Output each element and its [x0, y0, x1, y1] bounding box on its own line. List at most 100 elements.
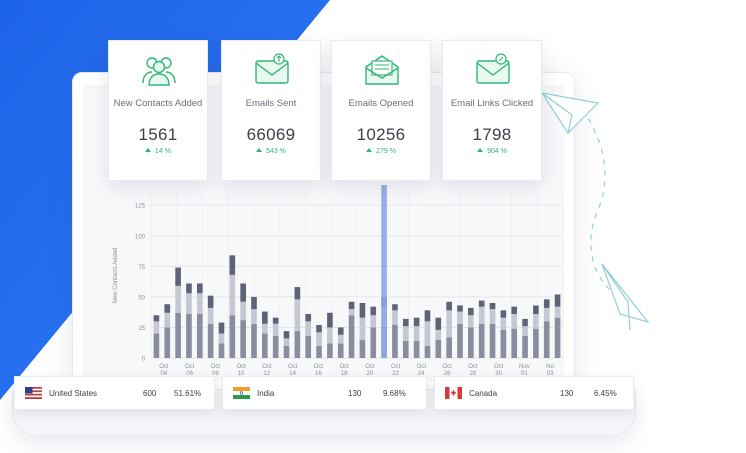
- stat-card-emails-opened[interactable]: Emails Opened 10256 279 %: [331, 40, 431, 181]
- country-count: 600: [143, 389, 157, 398]
- bar-segment: [327, 327, 333, 344]
- x-tick-label: Oct: [494, 364, 504, 370]
- stat-card-link-clicks[interactable]: Email Links Clicked 1798 904 %: [442, 40, 542, 181]
- bar-segment: [435, 339, 442, 358]
- y-tick-label: 25: [138, 326, 145, 332]
- y-tick-label: 100: [135, 234, 146, 240]
- bar-segment: [392, 325, 398, 358]
- bar-segment: [402, 326, 409, 341]
- card-label: Emails Sent: [245, 98, 297, 109]
- bar-segment: [554, 317, 561, 358]
- bar-segment: [164, 312, 171, 328]
- x-tick-label: 30: [495, 371, 502, 377]
- x-tick-label: Oct: [391, 364, 401, 370]
- bar-segment: [272, 323, 279, 336]
- country-name: United States: [49, 389, 98, 398]
- country-row-india[interactable]: India 130 9.68%: [222, 376, 427, 410]
- card-value: 66069: [246, 125, 296, 144]
- bar-segment: [413, 340, 420, 358]
- bar-segment: [457, 323, 463, 358]
- bar-segment: [164, 304, 171, 313]
- bar-segment: [240, 301, 246, 321]
- y-tick-label: 0: [142, 357, 146, 363]
- bar-segment: [511, 328, 518, 358]
- stat-card-emails-sent[interactable]: Emails Sent 66069 543 %: [221, 40, 321, 181]
- bar-segment: [272, 317, 279, 324]
- bar-segment: [229, 274, 236, 316]
- bar-segment: [283, 345, 290, 358]
- bar-segment: [489, 309, 496, 324]
- bar-segment: [327, 343, 333, 358]
- country-row-united-states[interactable]: United States 600 51.61%: [14, 376, 215, 410]
- bar-segment: [207, 295, 214, 308]
- bar-segment: [478, 306, 485, 324]
- bar-segment: [489, 323, 496, 358]
- up-arrow-icon: [477, 148, 484, 152]
- bar-segment: [489, 303, 496, 310]
- stat-card-new-contacts[interactable]: New Contacts Added 1561 14 %: [108, 40, 208, 181]
- x-tick-label: Oct: [314, 364, 324, 370]
- bar-segment: [153, 315, 160, 322]
- country-percent: 51.61%: [174, 389, 202, 398]
- card-label: Email Links Clicked: [450, 98, 534, 109]
- envelope-link-icon: [476, 53, 510, 84]
- card-label: Emails Opened: [348, 98, 414, 109]
- country-count: 130: [348, 389, 362, 398]
- up-arrow-icon: [256, 148, 263, 152]
- card-value: 10256: [356, 125, 406, 144]
- bar-segment: [424, 345, 431, 358]
- bar-segment: [370, 327, 377, 358]
- x-tick-label: 03: [547, 371, 554, 377]
- bar-segment: [348, 309, 355, 316]
- country-row-canada[interactable]: Canada 130 6.45%: [434, 376, 634, 410]
- x-tick-label: Oct: [185, 364, 195, 370]
- y-axis-label: New Contacts Added: [113, 247, 119, 303]
- bar-segment: [435, 317, 442, 330]
- bar-segment: [229, 315, 236, 358]
- paper-plane-icon: [601, 263, 650, 331]
- card-change: 279 %: [332, 148, 430, 155]
- bar-segment: [522, 318, 528, 327]
- bar-segment: [468, 307, 474, 316]
- x-tick-label: Oct: [365, 364, 375, 370]
- x-tick-label: Oct: [211, 364, 221, 370]
- bar-segment: [196, 293, 203, 314]
- bar-segment: [186, 293, 192, 314]
- bar-segment: [337, 327, 344, 335]
- bar-segment: [175, 312, 181, 358]
- bar-segment: [511, 306, 518, 314]
- bar-segment: [337, 343, 344, 358]
- x-tick-label: 18: [341, 371, 348, 377]
- bar-segment: [251, 296, 257, 310]
- bar-segment: [522, 336, 528, 358]
- card-value: 1561: [138, 125, 178, 144]
- bar-segment: [511, 314, 518, 329]
- bar-segment: [251, 323, 257, 358]
- bar-segment: [446, 310, 452, 338]
- bar-segment: [446, 301, 452, 311]
- country-percent: 9.68%: [383, 389, 406, 398]
- bar-segment: [446, 337, 452, 358]
- y-tick-label: 125: [135, 204, 146, 210]
- x-tick-label: 14: [289, 371, 296, 377]
- bar-segment: [402, 318, 409, 327]
- x-tick-label: 08: [212, 371, 219, 377]
- x-tick-label: Oct: [236, 364, 246, 370]
- bar-segment: [186, 283, 192, 294]
- bar-segment: [554, 294, 561, 307]
- bar-segment: [457, 311, 463, 324]
- x-tick-label: 22: [392, 371, 399, 377]
- card-value: 1798: [472, 125, 512, 144]
- bar-segment: [533, 328, 539, 358]
- x-tick-label: 28: [470, 371, 477, 377]
- x-tick-label: Nov: [519, 364, 530, 370]
- x-tick-label: No: [546, 364, 554, 370]
- bar-segment: [478, 300, 485, 307]
- paper-plane-icon: [540, 92, 600, 134]
- y-tick-label: 75: [138, 265, 145, 271]
- bar-segment: [262, 311, 268, 324]
- card-label: New Contacts Added: [113, 98, 203, 109]
- bar-segment: [424, 310, 431, 322]
- bar-segment: [153, 321, 160, 334]
